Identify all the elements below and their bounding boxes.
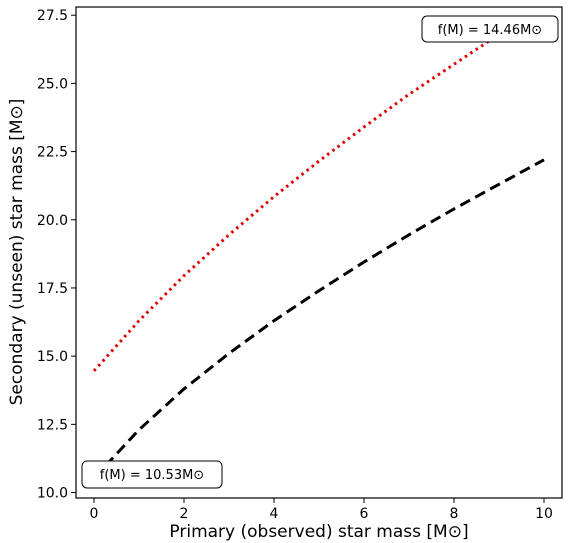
annotation-box-top-right [421,15,559,43]
y-tick-label: 10.0 [37,486,68,502]
y-tick-label: 17.5 [37,281,68,297]
y-tick-label: 20.0 [37,213,68,229]
series-line-0 [92,16,527,372]
plot-frame [75,6,563,499]
annotation-top-right: f(M) = 14.46M⊙ [421,15,559,43]
ticks-layer: 0 2 4 6 8 10 10.0 12.5 15.0 17.5 20.0 22.5 25.0 27.5 [37,8,553,522]
y-tick-label: 22.5 [37,145,68,161]
annotation-top-right-text: f(M) = 14.46M⊙ [438,23,542,38]
y-tick-label: 15.0 [37,349,68,365]
x-tick-label: 4 [270,506,279,522]
y-tick-label: 25.0 [37,76,68,92]
x-axis-label: Primary (observed) star mass [M⊙] [169,522,468,542]
y-tick-label: 27.5 [37,8,68,24]
y-axis-label: Secondary (unseen) star mass [M⊙] [7,99,27,406]
series-layer [92,16,545,480]
annotation-bottom-left: f(M) = 10.53M⊙ [81,460,223,489]
series-line-1 [92,158,545,480]
x-tick-label: 0 [90,506,99,522]
y-tick-label: 12.5 [37,417,68,433]
x-tick-label: 8 [450,506,459,522]
x-tick-label: 2 [180,506,189,522]
x-tick-label: 10 [535,506,553,522]
annotation-bottom-left-text: f(M) = 10.53M⊙ [100,468,204,483]
annotation-box-bottom-left [81,460,223,489]
x-tick-label: 6 [360,506,369,522]
